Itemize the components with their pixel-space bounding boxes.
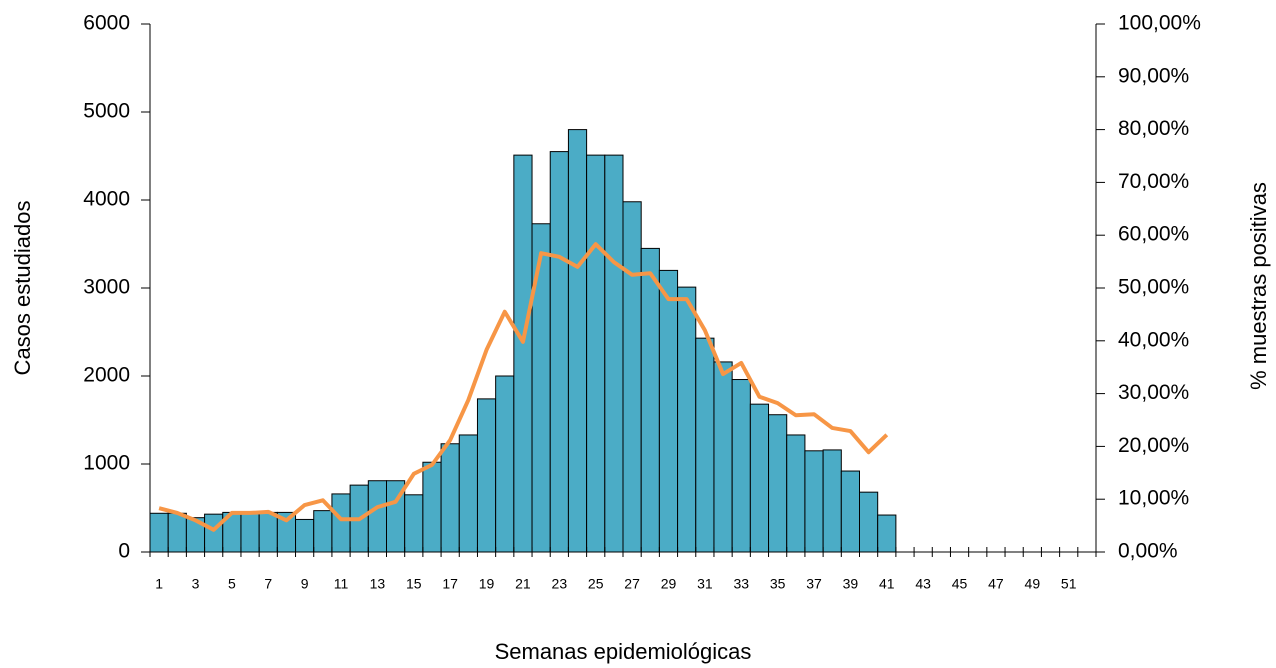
bar bbox=[531, 223, 551, 553]
x-tick-label: 35 bbox=[770, 576, 786, 592]
x-tick-label: 31 bbox=[697, 576, 713, 592]
bar bbox=[167, 512, 187, 553]
y2-tick-label: 10,00% bbox=[1118, 487, 1189, 510]
x-tick-label: 39 bbox=[843, 576, 859, 592]
x-axis-label: Semanas epidemiológicas bbox=[495, 639, 752, 664]
x-tick-label: 45 bbox=[952, 576, 968, 592]
bar bbox=[713, 361, 733, 553]
y-axis-label: Casos estudiados bbox=[10, 201, 35, 376]
bar bbox=[749, 403, 770, 553]
bar bbox=[586, 154, 606, 553]
bar bbox=[622, 201, 642, 553]
bar bbox=[258, 511, 278, 553]
bar bbox=[768, 414, 788, 553]
bar bbox=[731, 379, 751, 553]
bar bbox=[840, 470, 860, 553]
y2-tick-label: 0,00% bbox=[1118, 540, 1178, 563]
x-tick-label: 11 bbox=[334, 576, 349, 592]
x-tick-label: 51 bbox=[1061, 576, 1077, 592]
y2-tick-label: 20,00% bbox=[1118, 434, 1189, 457]
x-tick-label: 9 bbox=[301, 576, 309, 592]
bar bbox=[295, 518, 315, 553]
bar bbox=[695, 337, 715, 553]
y2-tick-label: 70,00% bbox=[1118, 170, 1189, 193]
y2-tick-label: 60,00% bbox=[1118, 223, 1189, 246]
bar bbox=[567, 129, 588, 553]
bar bbox=[640, 247, 660, 553]
bar bbox=[422, 461, 442, 553]
line bbox=[158, 242, 889, 532]
bar bbox=[367, 480, 387, 553]
x-tick-label: 15 bbox=[406, 576, 422, 592]
x-tick-label: 43 bbox=[915, 576, 931, 592]
x-tick-label: 3 bbox=[192, 576, 200, 592]
bar bbox=[549, 151, 569, 553]
y-tick-label: 3000 bbox=[83, 276, 130, 299]
bar bbox=[204, 513, 224, 553]
x-tick-label: 25 bbox=[588, 576, 604, 592]
bar bbox=[804, 450, 824, 553]
bar bbox=[240, 511, 260, 553]
x-tick-label: 47 bbox=[988, 576, 1004, 592]
y2-tick-label: 50,00% bbox=[1118, 276, 1189, 299]
x-tick-label: 17 bbox=[442, 576, 458, 592]
y-tick-label: 5000 bbox=[83, 100, 130, 123]
y-tick-label: 6000 bbox=[83, 12, 130, 35]
bar bbox=[495, 375, 515, 553]
bar bbox=[404, 494, 424, 553]
x-tick-label: 37 bbox=[806, 576, 822, 592]
x-tick-label: 5 bbox=[228, 576, 236, 592]
y2-tick-label: 100,00% bbox=[1118, 12, 1201, 35]
x-tick-label: 23 bbox=[552, 576, 568, 592]
y2-tick-label: 80,00% bbox=[1118, 117, 1189, 140]
x-tick-label: 41 bbox=[879, 576, 895, 592]
y-tick-label: 1000 bbox=[83, 452, 130, 475]
bar bbox=[822, 449, 842, 553]
bar bbox=[786, 434, 806, 553]
y2-axis-label: % muestras positivas bbox=[1246, 182, 1271, 390]
y2-tick-label: 40,00% bbox=[1118, 328, 1189, 351]
x-tick-label: 33 bbox=[733, 576, 749, 592]
bar bbox=[677, 286, 697, 553]
y2-tick-label: 90,00% bbox=[1118, 64, 1189, 87]
bar bbox=[513, 154, 533, 553]
x-tick-label: 7 bbox=[264, 576, 272, 592]
x-tick-label: 27 bbox=[624, 576, 640, 592]
y-tick-label: 4000 bbox=[83, 188, 130, 211]
bar bbox=[604, 154, 624, 553]
x-tick-label: 1 bbox=[155, 576, 163, 592]
bar bbox=[313, 510, 333, 553]
bar bbox=[458, 434, 478, 553]
y-tick-label: 0 bbox=[118, 540, 130, 563]
x-tick-label: 13 bbox=[370, 576, 386, 592]
y2-tick-label: 30,00% bbox=[1118, 381, 1189, 404]
bar bbox=[658, 269, 679, 553]
bar bbox=[859, 491, 879, 553]
x-tick-label: 21 bbox=[515, 576, 531, 592]
y-tick-label: 2000 bbox=[83, 364, 130, 387]
bar bbox=[149, 512, 169, 553]
x-tick-label: 49 bbox=[1025, 576, 1041, 592]
bar bbox=[476, 398, 497, 553]
bar bbox=[440, 443, 460, 553]
bar bbox=[331, 493, 351, 553]
bar bbox=[877, 514, 897, 553]
x-tick-label: 19 bbox=[479, 576, 495, 592]
x-tick-label: 29 bbox=[661, 576, 677, 592]
